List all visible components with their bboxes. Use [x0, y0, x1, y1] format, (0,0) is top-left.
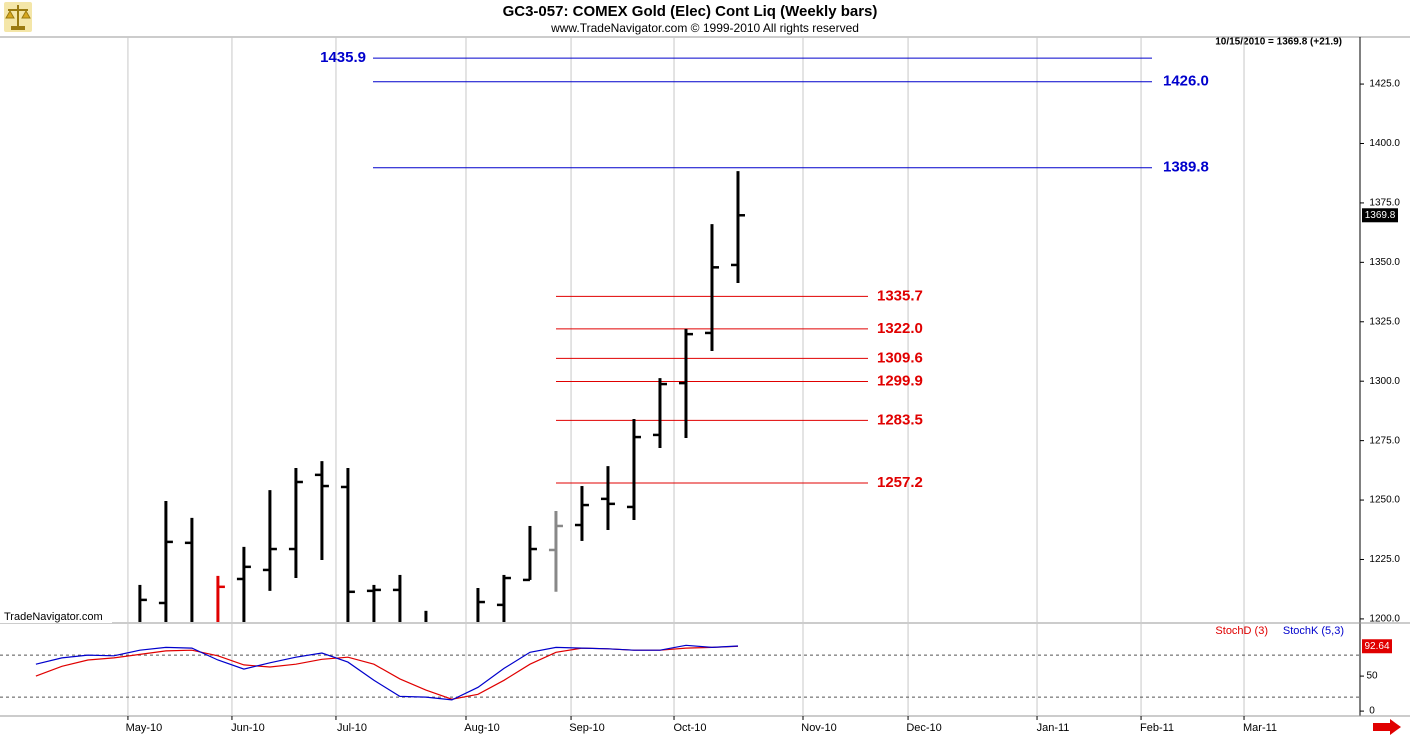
- y-tick-label: 1300.0: [1369, 376, 1400, 387]
- stoch-last-box: [1362, 639, 1392, 654]
- y-tick-label: 1375.0: [1369, 198, 1400, 209]
- stochastic-panel: [0, 644, 1360, 701]
- level-label: 1257.2: [877, 474, 923, 491]
- level-label: 1435.9: [320, 49, 366, 66]
- x-tick-label: Jun-10: [231, 722, 265, 734]
- x-tick-label: Jan-11: [1037, 722, 1070, 734]
- x-tick-label: Oct-10: [674, 722, 707, 734]
- x-tick-label: Aug-10: [464, 722, 499, 734]
- y-tick-label: 1275.0: [1369, 435, 1400, 446]
- stoch-y-tick-label: 50: [1366, 671, 1378, 682]
- level-label: 1389.8: [1163, 159, 1209, 176]
- x-tick-label: Nov-10: [801, 722, 836, 734]
- y-tick-label: 1350.0: [1369, 257, 1400, 268]
- last-price-box: [1362, 208, 1398, 223]
- scroll-right-arrow[interactable]: [1373, 719, 1401, 735]
- y-tick-label: 1325.0: [1369, 316, 1400, 327]
- y-tick-label: 1400.0: [1369, 138, 1400, 149]
- axes: May-10 Jun-10 Jul-10 Aug-10 Sep-10 Oct-10 Nov-…: [126, 79, 1401, 734]
- y-tick-label: 1200.0: [1369, 614, 1400, 625]
- last-price-label: 1369.8: [1365, 210, 1396, 221]
- chart-title: GC3-057: COMEX Gold (Elec) Cont Liq (Wee…: [503, 3, 878, 20]
- price-info: 10/15/2010 = 1369.8 (+21.9): [1215, 37, 1342, 48]
- level-label: 1426.0: [1163, 73, 1209, 90]
- watermark: TradeNavigator.com: [4, 611, 103, 623]
- y-tick-label: 1225.0: [1369, 554, 1400, 565]
- level-label: 1322.0: [877, 320, 923, 337]
- level-label: 1283.5: [877, 411, 923, 428]
- chart-subtitle: www.TradeNavigator.com © 1999-2010 All r…: [550, 21, 859, 35]
- x-tick-label: Jul-10: [337, 722, 367, 734]
- y-tick-label: 1425.0: [1369, 79, 1400, 90]
- stoch-y-tick-label: 0: [1369, 706, 1375, 717]
- stoch-line: [35, 644, 739, 701]
- x-tick-label: May-10: [126, 722, 163, 734]
- level-label: 1335.7: [877, 287, 923, 304]
- legend-entry: StochK (5,3): [1283, 625, 1344, 637]
- watermark-bg: [0, 609, 112, 623]
- legend-entry: StochD (3): [1215, 625, 1268, 637]
- x-tick-label: Dec-10: [906, 722, 941, 734]
- x-tick-label: Mar-11: [1243, 722, 1277, 734]
- level-label: 1299.9: [877, 372, 923, 389]
- grid: [127, 37, 1245, 716]
- app-icon[interactable]: [4, 2, 32, 32]
- y-tick-label: 1250.0: [1369, 495, 1400, 506]
- stoch-last-label: 92.64: [1364, 641, 1389, 652]
- level-label: 1309.6: [877, 349, 923, 366]
- x-tick-label: Feb-11: [1140, 722, 1174, 734]
- price-panel: 1435.9 1426.0 1389.8 1335.7 1322.0 1309.6 1299…: [138, 49, 1209, 622]
- x-tick-label: Sep-10: [569, 722, 604, 734]
